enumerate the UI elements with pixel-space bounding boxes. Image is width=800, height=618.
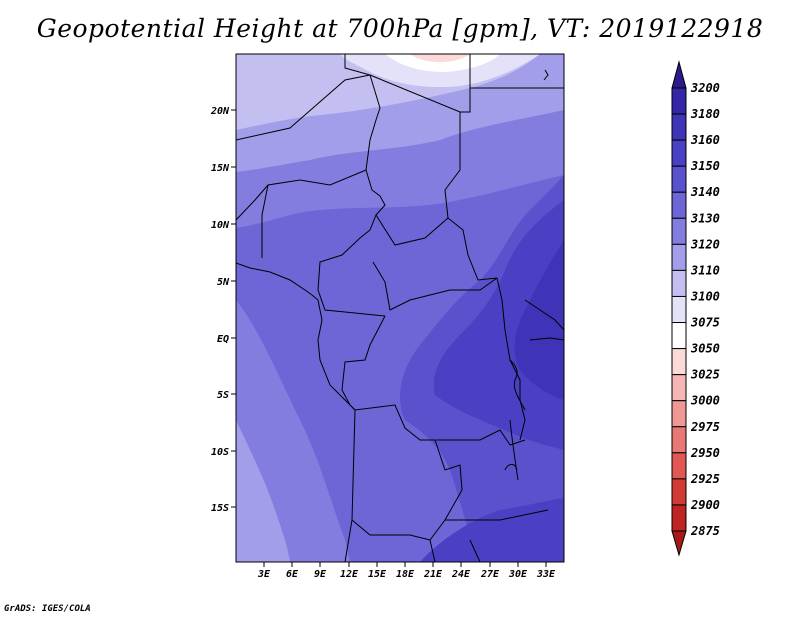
lon-label: 18E (396, 569, 415, 580)
colorbar-label: 3130 (690, 211, 720, 225)
geopotential-field (236, 54, 564, 562)
map-title: Geopotential Height at 700hPa [gpm], VT:… (36, 14, 764, 43)
lon-label: 21E (423, 569, 443, 580)
colorbar-swatch (671, 87, 687, 115)
colorbar-swatch (671, 322, 687, 350)
lon-label: 6E (286, 569, 299, 580)
colorbar-label: 3150 (690, 159, 720, 173)
colorbar-swatch (671, 113, 687, 141)
colorbar-swatch (671, 165, 687, 193)
lat-label: EQ (217, 334, 229, 345)
lon-label: 12E (340, 569, 359, 580)
colorbar-swatch (671, 374, 687, 402)
colorbar-swatch (671, 243, 687, 271)
colorbar-label: 3050 (690, 342, 720, 356)
lon-label: 3E (257, 569, 271, 580)
lat-label: 5S (217, 390, 229, 401)
lon-label: 24E (451, 569, 471, 580)
colorbar-top-arrow (671, 60, 687, 89)
colorbar-swatch (671, 217, 687, 245)
latitude-axis: 20N 15N 10N 5N EQ 5S 10S 15S (210, 106, 236, 514)
colorbar-bottom-arrow (671, 530, 687, 557)
colorbar-label: 2925 (690, 472, 720, 486)
lon-label: 33E (536, 569, 556, 580)
colorbar-label: 3110 (690, 263, 720, 277)
lon-label: 9E (314, 569, 327, 580)
colorbar-swatch (671, 139, 687, 167)
colorbar-swatch (671, 348, 687, 376)
colorbar-swatch (671, 426, 687, 454)
colorbar-swatch (671, 452, 687, 480)
colorbar-label: 2900 (690, 498, 720, 512)
country-boundaries (236, 54, 564, 562)
lat-label: 15N (211, 163, 230, 174)
colorbar-label: 3100 (690, 289, 720, 303)
colorbar-swatch (671, 478, 687, 506)
lat-label: 10N (211, 220, 230, 231)
colorbar-label: 3160 (690, 133, 720, 147)
lat-label: 5N (217, 277, 230, 288)
colorbar-swatch (671, 400, 687, 428)
map-frame (235, 53, 565, 563)
colorbar-swatch (671, 191, 687, 219)
colorbar: 3200 3180 3160 3150 3140 3130 3120 3110 3100 3075… (671, 60, 720, 557)
lat-label: 15S (211, 503, 229, 514)
colorbar-label: 3000 (690, 394, 720, 408)
lat-label: 20N (210, 106, 230, 117)
lon-label: 27E (480, 569, 500, 580)
colorbar-swatch (671, 504, 687, 532)
colorbar-label: 2950 (690, 446, 720, 460)
lon-label: 30E (508, 569, 528, 580)
colorbar-label: 2875 (690, 524, 720, 538)
colorbar-label: 3120 (690, 237, 720, 251)
colorbar-label: 2975 (690, 420, 720, 434)
colorbar-label: 3180 (690, 107, 720, 121)
longitude-axis: 3E 6E 9E 12E 15E 18E 21E 24E 27E 30E 33E (257, 562, 556, 580)
lat-label: 10S (211, 447, 229, 458)
colorbar-label: 3075 (690, 316, 720, 330)
colorbar-label: 3140 (690, 185, 720, 199)
grads-credit: GrADS: IGES/COLA (4, 604, 91, 614)
colorbar-label: 3025 (690, 368, 720, 382)
colorbar-swatch (671, 295, 687, 324)
colorbar-swatch (671, 269, 687, 297)
colorbar-label: 3200 (690, 81, 720, 95)
lon-label: 15E (368, 569, 387, 580)
